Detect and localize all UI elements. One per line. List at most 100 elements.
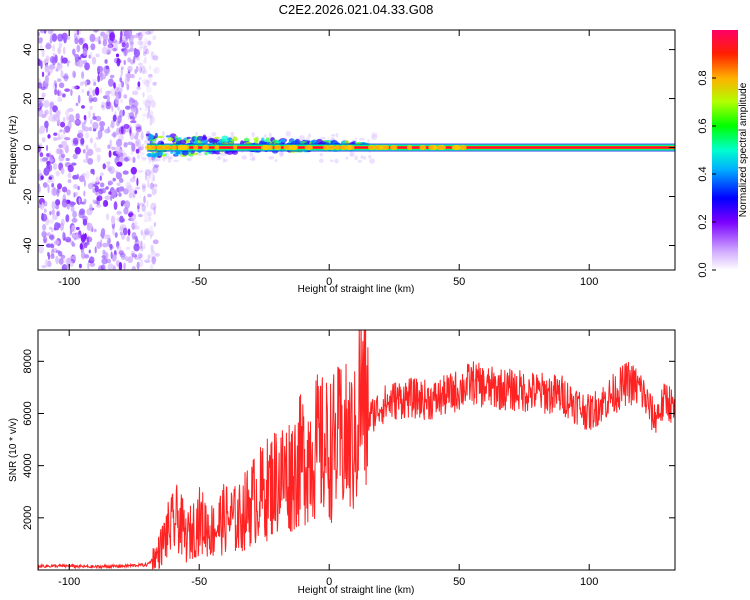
noise-blob bbox=[55, 109, 61, 116]
snr-ytick-label: 4000 bbox=[22, 453, 34, 477]
noise-blob bbox=[96, 241, 102, 250]
noise-blob bbox=[88, 126, 92, 132]
noise-blob bbox=[124, 200, 131, 209]
noise-blob bbox=[47, 30, 54, 35]
noise-blob bbox=[61, 93, 66, 98]
noise-blob bbox=[100, 238, 103, 248]
noise-blob bbox=[123, 157, 129, 162]
onset-blob bbox=[279, 139, 286, 143]
noise-blob bbox=[48, 219, 55, 224]
noise-blob bbox=[107, 144, 111, 150]
noise-blob bbox=[97, 129, 103, 139]
tone-blob bbox=[326, 145, 336, 151]
noise-blob bbox=[125, 42, 129, 49]
snr-xlabel: Height of straight line (km) bbox=[298, 585, 415, 596]
noise-blob bbox=[79, 81, 84, 87]
noise-blob bbox=[120, 66, 124, 70]
noise-blob bbox=[119, 87, 123, 93]
noise-blob bbox=[38, 108, 44, 117]
halo-blob bbox=[319, 152, 324, 157]
noise-blob bbox=[120, 98, 123, 104]
noise-blob bbox=[99, 120, 106, 127]
spectrogram-ytick-label: -40 bbox=[22, 238, 34, 254]
noise-blob bbox=[143, 243, 146, 249]
noise-blob bbox=[75, 226, 80, 231]
noise-blob bbox=[149, 115, 155, 124]
halo-blob bbox=[224, 158, 228, 163]
noise-blob bbox=[41, 92, 47, 98]
noise-blob bbox=[143, 45, 148, 54]
noise-blob bbox=[78, 263, 82, 269]
halo-blob bbox=[141, 144, 145, 148]
noise-blob bbox=[101, 104, 105, 108]
noise-blob bbox=[39, 157, 46, 163]
noise-blob bbox=[45, 125, 49, 133]
noise-blob bbox=[150, 202, 157, 211]
noise-blob bbox=[142, 183, 147, 189]
noise-blob bbox=[80, 234, 86, 243]
noise-blob bbox=[146, 94, 154, 104]
colorbar-tick-label: 0.8 bbox=[697, 70, 709, 85]
tone-blob bbox=[390, 145, 398, 151]
noise-blob bbox=[86, 236, 90, 245]
onset-blob bbox=[213, 138, 220, 143]
tone-blob bbox=[323, 145, 329, 151]
noise-blob bbox=[148, 171, 152, 179]
noise-blob bbox=[138, 213, 143, 218]
tone-blob bbox=[177, 145, 185, 151]
noise-blob bbox=[56, 222, 61, 229]
noise-blob bbox=[100, 172, 104, 176]
noise-blob bbox=[144, 37, 148, 45]
noise-blob bbox=[134, 220, 138, 229]
noise-blob bbox=[51, 228, 54, 233]
noise-blob bbox=[154, 187, 158, 195]
noise-blob bbox=[142, 92, 145, 98]
noise-blob bbox=[40, 60, 43, 70]
noise-blob bbox=[76, 30, 80, 36]
spectrogram-ylabel: Frequency (Hz) bbox=[8, 116, 19, 185]
noise-blob bbox=[148, 213, 151, 221]
noise-blob bbox=[102, 163, 106, 170]
noise-blob bbox=[89, 105, 93, 110]
noise-blob bbox=[92, 199, 96, 204]
noise-blob bbox=[45, 243, 52, 248]
noise-blob bbox=[151, 166, 155, 175]
noise-blob bbox=[42, 182, 48, 188]
noise-blob bbox=[49, 108, 53, 116]
noise-blob bbox=[59, 134, 66, 140]
noise-blob bbox=[78, 197, 81, 205]
colorbar-ticks: 0.0 0.2 0.4 0.6 0.8 bbox=[697, 70, 716, 278]
snr-panel: -100 -50 0 50 100 2000 4000 6000 8000 Height of … bbox=[8, 329, 676, 596]
noise-blob bbox=[144, 175, 151, 182]
noise-blob bbox=[86, 148, 94, 156]
halo-blob bbox=[330, 134, 336, 137]
onset-blob bbox=[232, 136, 238, 142]
noise-blob bbox=[143, 195, 146, 204]
noise-blob bbox=[139, 259, 144, 268]
noise-blob bbox=[62, 231, 65, 240]
noise-blob bbox=[138, 202, 145, 207]
noise-blob bbox=[138, 45, 143, 49]
noise-blob bbox=[66, 189, 71, 196]
tone-blob bbox=[156, 145, 165, 151]
noise-blob bbox=[106, 213, 109, 221]
tone-blob bbox=[171, 145, 177, 151]
noise-blob bbox=[106, 161, 111, 165]
halo-blob bbox=[334, 158, 339, 164]
halo-blob bbox=[335, 133, 339, 138]
noise-blob bbox=[95, 204, 102, 208]
noise-blob bbox=[47, 65, 53, 75]
figure-title: C2E2.2026.021.04.33.G08 bbox=[279, 2, 434, 17]
noise-blob bbox=[110, 194, 113, 202]
noise-blob bbox=[67, 107, 74, 113]
noise-blob bbox=[149, 122, 152, 126]
halo-blob bbox=[268, 132, 272, 138]
noise-blob bbox=[131, 116, 135, 120]
noise-blob bbox=[135, 124, 142, 130]
noise-blob bbox=[144, 56, 147, 61]
noise-blob bbox=[61, 198, 68, 208]
halo-blob bbox=[136, 144, 141, 147]
noise-blob bbox=[52, 44, 56, 52]
noise-blob bbox=[109, 74, 115, 79]
noise-blob bbox=[59, 222, 64, 231]
